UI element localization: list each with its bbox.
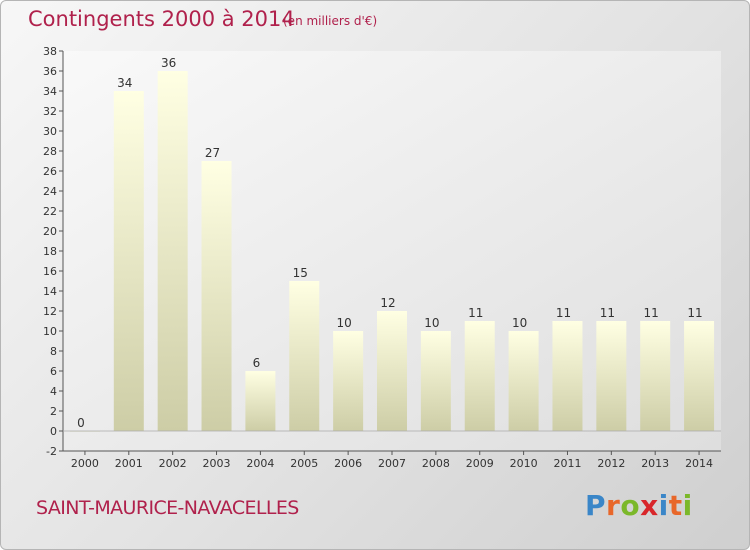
- y-tick-label: 34: [43, 85, 57, 98]
- bar: [420, 331, 451, 431]
- x-tick-label: 2004: [246, 457, 274, 470]
- x-tick-label: 2008: [422, 457, 450, 470]
- logo-letter: t: [668, 489, 683, 522]
- x-tick-label: 2014: [685, 457, 713, 470]
- logo-letter: r: [606, 489, 621, 522]
- bar: [245, 371, 276, 431]
- data-label: 11: [687, 306, 702, 320]
- bar: [377, 311, 407, 431]
- bar: [157, 71, 188, 431]
- bar: [289, 281, 320, 431]
- y-tick-label: 14: [43, 285, 57, 298]
- bars: [69, 71, 715, 432]
- y-tick-label: 8: [50, 345, 57, 358]
- data-label: 12: [380, 296, 395, 310]
- y-tick-label: 32: [43, 105, 57, 118]
- x-tick-label: 2001: [115, 457, 143, 470]
- x-tick-label: 2003: [203, 457, 231, 470]
- bar: [596, 321, 627, 431]
- data-label: 15: [293, 266, 308, 280]
- data-label: 10: [424, 316, 439, 330]
- bar: [201, 161, 232, 431]
- x-tick-label: 2012: [597, 457, 625, 470]
- data-label: 10: [336, 316, 351, 330]
- y-tick-label: 28: [43, 145, 57, 158]
- bar: [684, 321, 715, 431]
- y-tick-label: 4: [50, 385, 57, 398]
- x-tick-label: 2005: [290, 457, 318, 470]
- y-tick-label: 20: [43, 225, 57, 238]
- y-tick-label: 36: [43, 65, 57, 78]
- y-tick-label: 24: [43, 185, 57, 198]
- data-label: 11: [600, 306, 615, 320]
- logo-letter: o: [620, 489, 641, 522]
- bar: [552, 321, 583, 431]
- data-label: 11: [644, 306, 659, 320]
- y-tick-label: 2: [50, 405, 57, 418]
- x-tick-label: 2007: [378, 457, 406, 470]
- x-tick-label: 2010: [510, 457, 538, 470]
- bar: [464, 321, 495, 431]
- bar: [333, 331, 364, 431]
- logo-letter: x: [640, 489, 659, 522]
- data-label: 36: [161, 56, 176, 70]
- y-tick-label: 18: [43, 245, 57, 258]
- y-tick-label: 38: [43, 45, 57, 58]
- data-label: 10: [512, 316, 527, 330]
- x-tick-label: 2006: [334, 457, 362, 470]
- y-tick-label: 26: [43, 165, 57, 178]
- data-label: 11: [556, 306, 571, 320]
- y-tick-label: 22: [43, 205, 57, 218]
- data-label: 11: [468, 306, 483, 320]
- data-label: 0: [77, 416, 85, 430]
- bar: [508, 331, 539, 431]
- x-tick-label: 2013: [641, 457, 669, 470]
- data-label: 27: [205, 146, 220, 160]
- y-tick-label: 30: [43, 125, 57, 138]
- proxiti-logo: Proxiti: [585, 489, 693, 522]
- x-tick-label: 2009: [466, 457, 494, 470]
- y-tick-label: 10: [43, 325, 57, 338]
- data-label: 34: [117, 76, 132, 90]
- x-tick-label: 2000: [71, 457, 99, 470]
- chart-subtitle: (en milliers d'€): [283, 14, 378, 28]
- x-tick-label: 2002: [159, 457, 187, 470]
- logo-letter: P: [585, 489, 607, 522]
- y-tick-label: 6: [50, 365, 57, 378]
- bar: [113, 91, 144, 431]
- axes: -202468101214161820222426283032343638200…: [43, 45, 721, 470]
- y-tick-label: 16: [43, 265, 57, 278]
- y-tick-label: 0: [50, 425, 57, 438]
- y-tick-label: 12: [43, 305, 57, 318]
- y-tick-label: -2: [46, 445, 57, 458]
- logo-letter: i: [658, 489, 669, 522]
- commune-name: SAINT-MAURICE-NAVACELLES: [36, 497, 299, 519]
- x-tick-label: 2011: [553, 457, 581, 470]
- bar: [640, 321, 671, 431]
- logo-letter: i: [682, 489, 693, 522]
- chart-title: Contingents 2000 à 2014: [28, 7, 295, 31]
- data-labels: 0 34 36 27 6 15 10 12 10 11 10 11 11 11 11: [77, 56, 703, 430]
- data-label: 6: [253, 356, 261, 370]
